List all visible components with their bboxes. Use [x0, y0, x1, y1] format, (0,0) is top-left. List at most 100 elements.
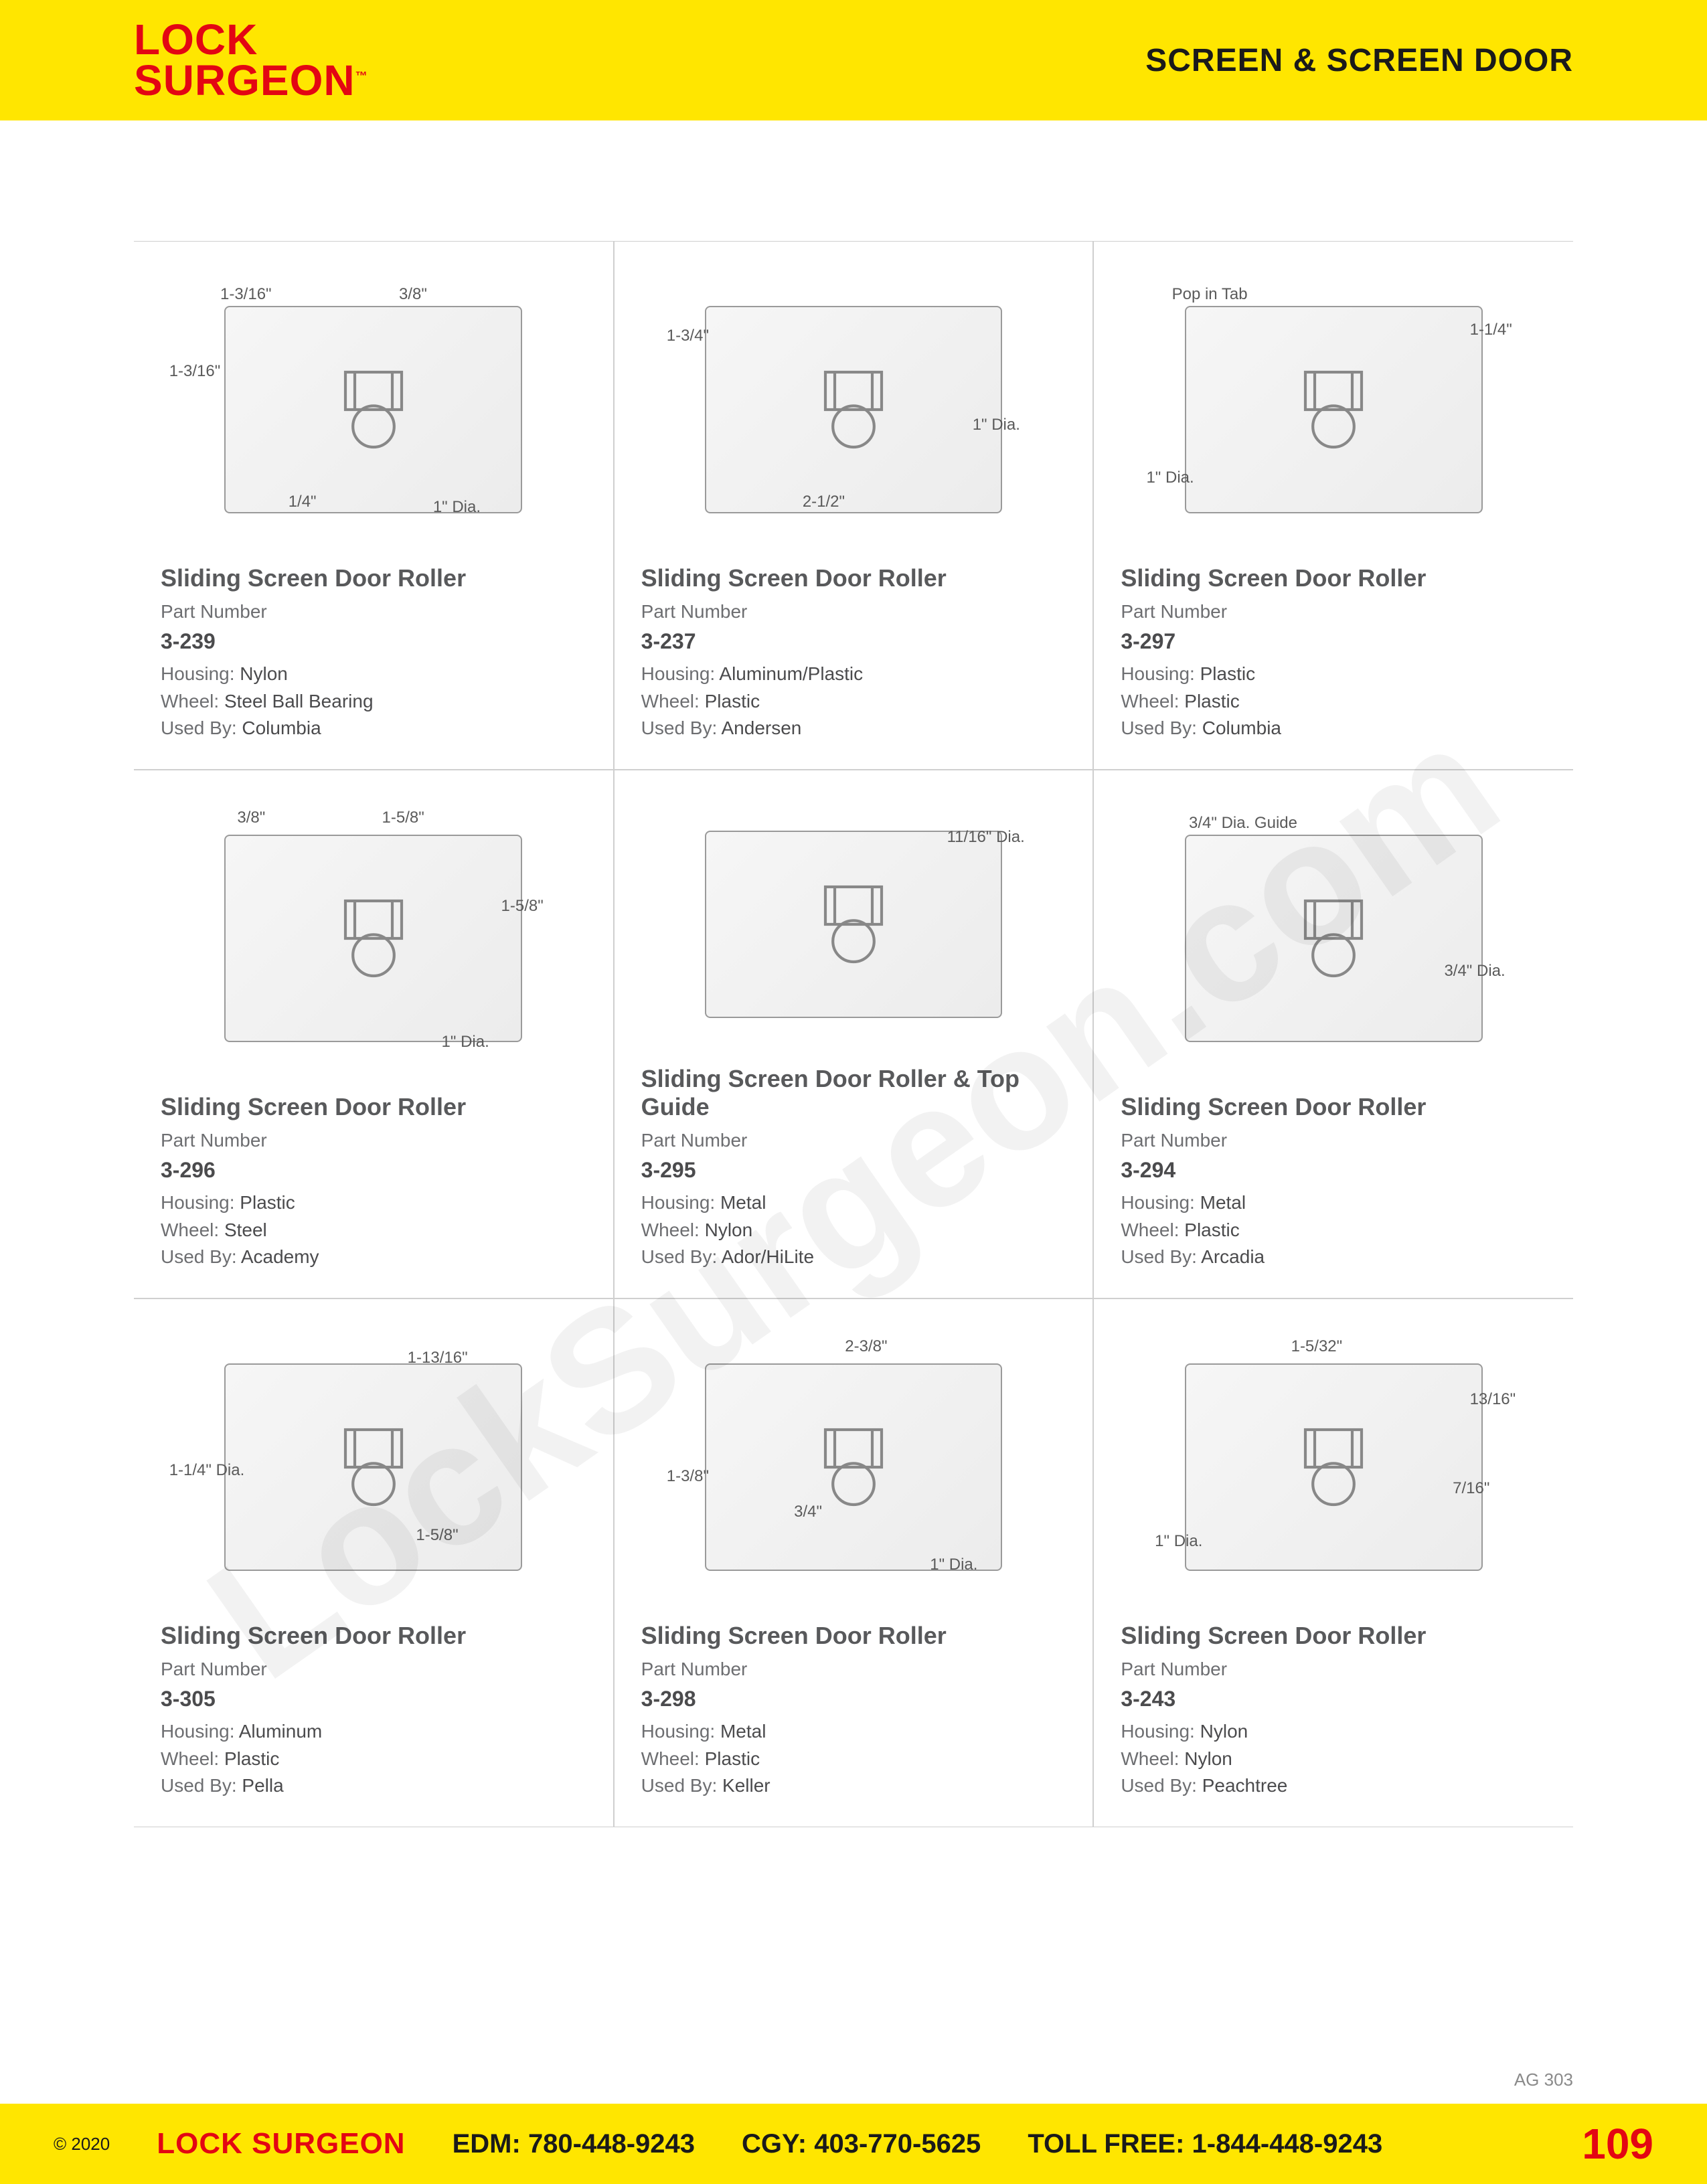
spec-label: Used By: — [161, 718, 242, 738]
logo-line-1: LOCK — [134, 19, 368, 60]
dimension-callout: 3/8" — [399, 285, 427, 304]
roller-icon — [327, 363, 420, 456]
spec-value: Steel Ball Bearing — [224, 691, 374, 711]
spec-value: Ador/HiLite — [722, 1246, 815, 1267]
footer-cgy: CGY: 403-770-5625 — [742, 2129, 981, 2159]
dimension-callout: 11/16" Dia. — [947, 828, 1025, 847]
spec-value: Keller — [722, 1775, 770, 1796]
spec-value: Peachtree — [1202, 1775, 1288, 1796]
page-number: 109 — [1582, 2119, 1653, 2169]
spec-value: Plastic — [1184, 1220, 1239, 1240]
product-title: Sliding Screen Door Roller — [161, 1622, 586, 1649]
product-info: Sliding Screen Door RollerPart Number3-2… — [1121, 1093, 1546, 1271]
dimension-callout: 1-3/16" — [220, 285, 272, 304]
spec-value: Plastic — [1200, 663, 1255, 684]
spec-label: Wheel: — [641, 1220, 705, 1240]
roller-icon — [807, 877, 900, 971]
spec-label: Housing: — [641, 1192, 720, 1213]
diagram-placeholder — [705, 1363, 1002, 1570]
logo-line-2: SURGEON™ — [134, 60, 368, 101]
spec-label: Wheel: — [1121, 1220, 1184, 1240]
copyright: © 2020 — [54, 2134, 110, 2155]
dimension-callout: 1" Dia. — [1155, 1532, 1202, 1551]
spec-label: Used By: — [1121, 1775, 1202, 1796]
spec-value: Arcadia — [1201, 1246, 1265, 1267]
dimension-callout: 2-3/8" — [845, 1337, 887, 1356]
product-info: Sliding Screen Door RollerPart Number3-3… — [161, 1622, 586, 1800]
logo-trademark: ™ — [355, 70, 368, 83]
dimension-callout: 7/16" — [1453, 1479, 1489, 1498]
spec-label: Housing: — [161, 663, 240, 684]
spec-housing: Housing: Nylon — [1121, 1718, 1546, 1746]
spec-value: Aluminum — [239, 1721, 322, 1742]
spec-label: Used By: — [161, 1775, 242, 1796]
spec-label: Housing: — [1121, 663, 1200, 684]
dimension-callout: 3/4" — [794, 1503, 822, 1521]
product-title: Sliding Screen Door Roller — [1121, 564, 1546, 592]
part-number-value: 3-294 — [1121, 1158, 1546, 1183]
footer-tollfree: TOLL FREE: 1-844-448-9243 — [1028, 2129, 1382, 2159]
dimension-callout: Pop in Tab — [1172, 285, 1248, 304]
footer-brand: LOCK SURGEON — [157, 2127, 405, 2161]
part-number-value: 3-305 — [161, 1687, 586, 1711]
spec-value: Nylon — [240, 663, 288, 684]
spec-value: Plastic — [705, 691, 760, 711]
part-number-label: Part Number — [1121, 601, 1546, 622]
product-info: Sliding Screen Door RollerPart Number3-2… — [641, 564, 1066, 742]
dimension-callout: 1" Dia. — [930, 1556, 977, 1574]
footer-bar: © 2020 LOCK SURGEON EDM: 780-448-9243 CG… — [0, 2104, 1707, 2184]
product-title: Sliding Screen Door Roller — [161, 1093, 586, 1120]
spec-label: Wheel: — [161, 691, 224, 711]
footer-edm: EDM: 780-448-9243 — [453, 2129, 695, 2159]
dimension-callout: 1/4" — [289, 493, 317, 511]
roller-icon — [1287, 363, 1380, 456]
diagram-placeholder — [705, 306, 1002, 513]
diagram-placeholder — [705, 831, 1002, 1018]
dimension-callout: 3/4" Dia. Guide — [1189, 814, 1297, 833]
dimension-callout: 1" Dia. — [442, 1033, 489, 1052]
spec-used_by: Used By: Keller — [641, 1772, 1066, 1800]
diagram-placeholder — [224, 835, 522, 1041]
diagram-placeholder — [1185, 835, 1483, 1041]
product-diagram: 1-3/4"2-1/2"1" Dia. — [641, 262, 1066, 558]
product-info: Sliding Screen Door Roller & Top GuidePa… — [641, 1065, 1066, 1271]
part-number-value: 3-237 — [641, 629, 1066, 654]
spec-value: Nylon — [705, 1220, 753, 1240]
spec-used_by: Used By: Columbia — [1121, 715, 1546, 742]
spec-label: Wheel: — [161, 1748, 224, 1769]
spec-value: Metal — [720, 1192, 766, 1213]
spec-used_by: Used By: Academy — [161, 1244, 586, 1271]
spec-value: Plastic — [705, 1748, 760, 1769]
spec-used_by: Used By: Ador/HiLite — [641, 1244, 1066, 1271]
spec-wheel: Wheel: Steel Ball Bearing — [161, 688, 586, 716]
dimension-callout: 1-1/4" Dia. — [169, 1461, 245, 1480]
product-cell: 3/4" Dia. Guide3/4" Dia.Sliding Screen D… — [1093, 770, 1573, 1298]
spec-label: Wheel: — [641, 1748, 705, 1769]
dimension-callout: 1-5/32" — [1291, 1337, 1343, 1356]
spec-housing: Housing: Metal — [1121, 1189, 1546, 1217]
part-number-label: Part Number — [1121, 1130, 1546, 1151]
spec-wheel: Wheel: Plastic — [1121, 688, 1546, 716]
dimension-callout: 1-3/4" — [667, 327, 709, 345]
spec-value: Andersen — [722, 718, 802, 738]
part-number-value: 3-297 — [1121, 629, 1546, 654]
spec-label: Wheel: — [1121, 691, 1184, 711]
logo: LOCK SURGEON™ — [134, 19, 368, 101]
product-cell: 11/16" Dia. Sliding Screen Door Roller & … — [614, 770, 1094, 1298]
dimension-callout: 1" Dia. — [1146, 469, 1194, 487]
spec-label: Wheel: — [641, 691, 705, 711]
product-diagram: 1-3/16"3/8"1-3/16"1/4"1" Dia. — [161, 262, 586, 558]
spec-label: Housing: — [161, 1721, 239, 1742]
spec-wheel: Wheel: Plastic — [641, 688, 1066, 716]
roller-icon — [1287, 892, 1380, 985]
product-title: Sliding Screen Door Roller — [641, 1622, 1066, 1649]
spec-housing: Housing: Metal — [641, 1189, 1066, 1217]
dimension-callout: 2-1/2" — [803, 493, 845, 511]
spec-used_by: Used By: Peachtree — [1121, 1772, 1546, 1800]
diagram-placeholder — [1185, 306, 1483, 513]
product-info: Sliding Screen Door RollerPart Number3-2… — [1121, 1622, 1546, 1800]
spec-label: Wheel: — [1121, 1748, 1184, 1769]
product-info: Sliding Screen Door RollerPart Number3-2… — [641, 1622, 1066, 1800]
product-diagram: 1-13/16"1-1/4" Dia.1-5/8" — [161, 1319, 586, 1615]
part-number-value: 3-239 — [161, 629, 586, 654]
